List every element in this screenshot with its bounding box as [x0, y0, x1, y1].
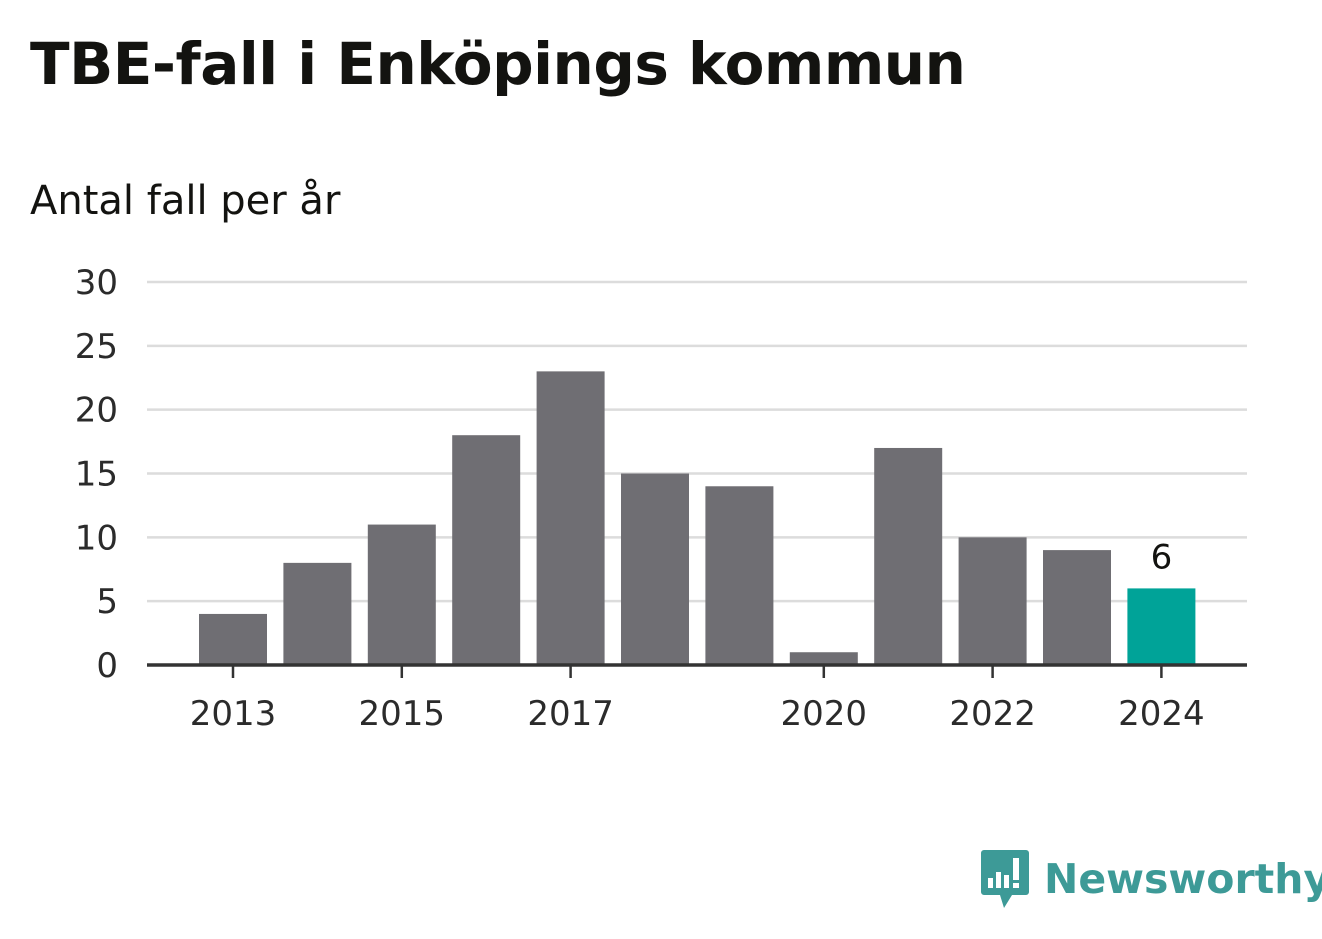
bar-2017: [536, 371, 605, 665]
y-tick-label: 20: [75, 391, 118, 431]
bar-2018: [621, 473, 689, 665]
bars: [199, 371, 1196, 665]
y-tick-label: 0: [96, 646, 118, 686]
bar-2013: [199, 613, 267, 665]
x-tick-label: 2020: [781, 694, 868, 734]
bar-2015: [367, 524, 436, 665]
data-labels: 6: [1151, 537, 1173, 577]
x-axis-tick-labels: 2013 2015 2017 2020 2022 2024: [190, 694, 1205, 734]
x-tick-label: 2015: [359, 694, 446, 734]
y-tick-label: 30: [75, 263, 118, 303]
newsworthy-logo-icon: [981, 850, 1029, 908]
bar-2021: [874, 447, 943, 665]
y-axis-tick-labels: 0 5 10 15 20 25 30: [75, 263, 118, 686]
bar-2024: [1127, 588, 1196, 665]
x-axis: [147, 663, 1247, 678]
bar-2016: [452, 435, 521, 665]
bar-2020: [789, 652, 858, 665]
y-tick-label: 25: [75, 327, 118, 367]
bar-2019: [705, 486, 774, 665]
data-label: 6: [1151, 537, 1173, 577]
brand-name: Newsworthy: [1044, 855, 1322, 903]
chart-subtitle: Antal fall per år: [30, 178, 341, 224]
x-tick-label: 2013: [190, 694, 277, 734]
y-tick-label: 10: [75, 518, 118, 558]
y-tick-label: 5: [96, 582, 118, 622]
x-tick-label: 2024: [1118, 694, 1205, 734]
x-tick-label: 2017: [527, 694, 614, 734]
y-tick-label: 15: [75, 455, 118, 495]
bar-2014: [283, 562, 352, 665]
x-tick-label: 2022: [949, 694, 1036, 734]
newsworthy-brand: Newsworthy: [980, 848, 1322, 910]
chart-title: TBE-fall i Enköpings kommun: [30, 30, 966, 98]
bar-2023: [1043, 550, 1111, 665]
bar-2022: [958, 537, 1027, 665]
